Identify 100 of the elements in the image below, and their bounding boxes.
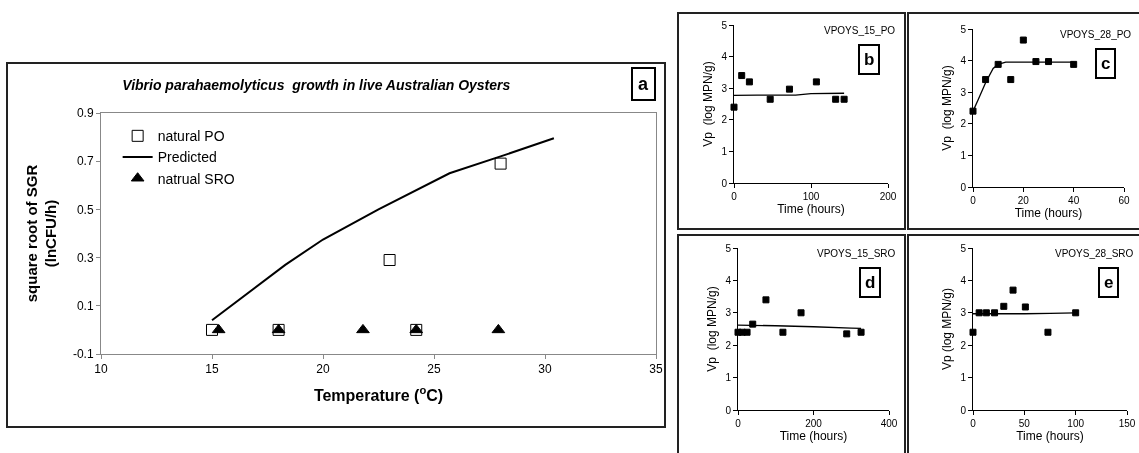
annotation: VPOYS_15_SRO xyxy=(817,248,896,259)
x-tick-label: 60 xyxy=(1118,195,1130,206)
annotation: VPOYS_28_SRO xyxy=(1055,248,1134,259)
point xyxy=(969,107,977,115)
y-tick-label: 2 xyxy=(721,114,728,126)
annotation: VPOYS_28_PO xyxy=(1060,29,1132,40)
point xyxy=(1009,286,1017,294)
point xyxy=(840,95,848,103)
point xyxy=(1044,328,1052,336)
y-axis-title: square root of SGR (lnCFU/h) xyxy=(22,164,60,303)
x-tick-label: 10 xyxy=(94,362,108,377)
x-tick-label: 25 xyxy=(427,362,441,377)
annotation: e xyxy=(1104,273,1114,292)
x-axis-title: Time (hours) xyxy=(777,202,845,216)
y-tick-label: 0 xyxy=(960,404,967,416)
x-tick-label: 200 xyxy=(805,418,823,429)
x-tick-label: 0 xyxy=(970,195,977,206)
y-tick-label: 4 xyxy=(721,51,728,63)
point xyxy=(745,78,753,86)
point xyxy=(738,72,746,80)
y-tick-label: 4 xyxy=(725,274,732,286)
point xyxy=(1019,36,1027,44)
x-tick-label: 0 xyxy=(970,418,977,429)
y-tick-label: 3 xyxy=(960,307,967,319)
y-tick-label: 2 xyxy=(960,118,967,130)
point xyxy=(383,254,396,267)
x-axis-title: Temperature ($^{o}$C) xyxy=(313,384,444,405)
y-tick-label: 1 xyxy=(721,145,728,157)
x-tick-label: 40 xyxy=(1068,195,1080,206)
text: a xyxy=(638,74,649,94)
x-tick-label: 35 xyxy=(649,362,663,377)
point xyxy=(494,157,507,170)
x-tick-label: 20 xyxy=(316,362,330,377)
annotation: b xyxy=(864,50,875,69)
point xyxy=(812,78,820,86)
y-tick-label: 4 xyxy=(960,274,967,286)
legend-label: natrual SRO xyxy=(157,170,235,187)
point xyxy=(743,328,751,336)
y-tick-label: 3 xyxy=(721,82,728,94)
x-tick-label: 50 xyxy=(1018,418,1031,429)
y-tick-label: 0.9 xyxy=(76,106,94,121)
point xyxy=(969,328,977,336)
point xyxy=(1032,58,1040,66)
point xyxy=(779,328,787,336)
x-tick-label: 100 xyxy=(1067,418,1085,429)
y-axis-title: Vp (log MPN/g) xyxy=(939,65,954,151)
y-tick-label: 3 xyxy=(725,307,732,319)
x-tick-label: 400 xyxy=(880,418,898,429)
point xyxy=(356,323,370,334)
y-tick-label: 0 xyxy=(960,181,967,193)
x-tick-label: 150 xyxy=(1118,418,1136,429)
y-tick-label: 0.1 xyxy=(76,299,94,313)
y-tick-label: 5 xyxy=(960,23,967,35)
annotation: VPOYS_15_PO xyxy=(824,25,896,36)
point xyxy=(491,323,506,334)
legend-label: natural PO xyxy=(157,128,225,145)
annotation: d xyxy=(865,273,876,292)
y-tick-label: 5 xyxy=(960,242,967,254)
point xyxy=(843,330,851,338)
y-tick-label: 0.7 xyxy=(76,154,94,169)
legend-label: Predicted xyxy=(157,149,217,166)
point xyxy=(1070,60,1078,68)
y-axis-title: Vp (log MPN/g) xyxy=(700,61,715,147)
point xyxy=(749,320,757,328)
x-tick-label: 200 xyxy=(879,191,897,202)
x-axis-title: Time (hours) xyxy=(779,429,848,443)
x-tick-label: 15 xyxy=(205,362,219,377)
point xyxy=(832,95,840,103)
x-axis-title: Time (hours) xyxy=(1016,429,1084,443)
y-tick-label: 0 xyxy=(725,404,732,416)
point xyxy=(1007,76,1015,84)
point xyxy=(1021,303,1029,311)
y-tick-label: 0.5 xyxy=(76,202,94,217)
y-tick-label: 5 xyxy=(725,242,732,254)
x-axis-title: Time (hours) xyxy=(1014,206,1083,220)
y-tick-label: 0.3 xyxy=(76,250,94,265)
point xyxy=(857,328,865,336)
point xyxy=(766,95,774,103)
y-tick-label: 2 xyxy=(725,339,732,351)
chart-title: Vibrio parahaemolyticus growth in live Australian Oysters xyxy=(122,77,511,94)
point xyxy=(762,296,770,304)
x-tick-label: 0 xyxy=(735,418,742,429)
point xyxy=(785,85,793,93)
y-axis-title: Vp (log MPN/g) xyxy=(704,286,719,372)
y-axis-title: Vp (log MPN/g) xyxy=(939,287,954,371)
annotation: c xyxy=(1101,54,1111,73)
y-tick-label: 5 xyxy=(721,19,728,31)
point xyxy=(797,309,805,317)
y-tick-label: 1 xyxy=(960,372,967,384)
point xyxy=(211,323,226,334)
x-tick-label: 20 xyxy=(1017,195,1030,206)
y-tick-label: 3 xyxy=(960,86,967,98)
y-tick-label: 2 xyxy=(960,339,967,351)
x-tick-label: 30 xyxy=(538,362,552,377)
point xyxy=(730,103,738,111)
y-tick-label: 4 xyxy=(960,55,967,67)
y-tick-label: -0.1 xyxy=(72,347,94,362)
y-tick-label: 1 xyxy=(960,149,967,161)
point xyxy=(1000,302,1008,310)
point xyxy=(1072,309,1080,317)
